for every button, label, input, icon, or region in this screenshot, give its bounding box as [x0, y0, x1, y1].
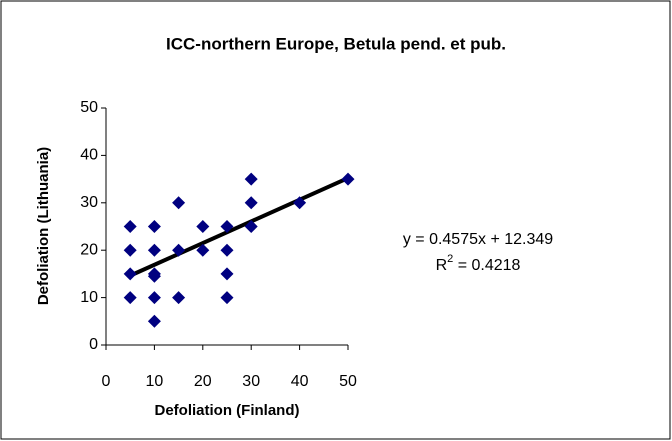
- point: [220, 291, 234, 305]
- point: [123, 243, 137, 257]
- chart-title: ICC-northern Europe, Betula pend. et pub…: [166, 34, 506, 53]
- point: [244, 196, 258, 210]
- r-squared: R2 = 0.4218: [436, 253, 521, 274]
- point: [147, 220, 161, 233]
- point: [123, 267, 137, 281]
- point: [123, 291, 137, 305]
- point: [172, 243, 186, 257]
- trendline-equation: y = 0.4575x + 12.349: [403, 231, 553, 248]
- point: [172, 196, 186, 210]
- r-squared-sup: 2: [447, 253, 453, 265]
- x-tick-label: 40: [291, 373, 309, 390]
- x-axis-label: Defoliation (Finland): [155, 402, 300, 419]
- point: [123, 220, 137, 233]
- y-tick-label: 50: [80, 99, 98, 116]
- y-tick-label: 0: [89, 336, 98, 353]
- x-tick-label: 30: [242, 373, 260, 390]
- point: [196, 243, 210, 257]
- y-axis-label: Defoliation (Lithuania): [35, 147, 52, 305]
- point: [220, 243, 234, 257]
- point: [220, 220, 234, 233]
- r-squared-base: R: [436, 257, 448, 274]
- point: [196, 220, 210, 233]
- point: [244, 220, 258, 233]
- point: [147, 269, 161, 283]
- point: [147, 291, 161, 305]
- point: [293, 196, 307, 210]
- point: [220, 267, 234, 281]
- r-squared-value: = 0.4218: [453, 257, 520, 274]
- point: [147, 314, 161, 328]
- y-tick-label: 20: [80, 241, 98, 258]
- trendline: [129, 176, 349, 278]
- point: [172, 291, 186, 305]
- point: [244, 172, 258, 186]
- point: [341, 172, 355, 186]
- point: [147, 243, 161, 257]
- y-tick-label: 40: [80, 147, 98, 164]
- x-tick-label: 0: [102, 373, 111, 390]
- x-tick-label: 10: [146, 373, 164, 390]
- x-tick-label: 50: [339, 373, 357, 390]
- x-tick-label: 20: [194, 373, 212, 390]
- y-tick-label: 30: [80, 194, 98, 211]
- y-tick-label: 10: [80, 289, 98, 306]
